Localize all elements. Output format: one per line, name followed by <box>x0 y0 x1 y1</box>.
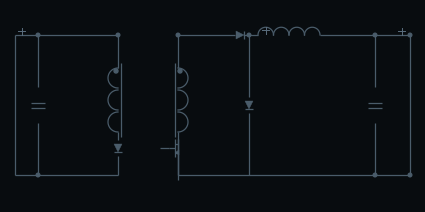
Circle shape <box>373 33 377 37</box>
Circle shape <box>36 33 40 37</box>
Circle shape <box>408 173 412 177</box>
Circle shape <box>178 69 182 73</box>
Polygon shape <box>175 150 179 155</box>
Polygon shape <box>114 144 122 152</box>
Circle shape <box>116 33 120 37</box>
Polygon shape <box>245 101 253 109</box>
Circle shape <box>247 33 251 37</box>
Polygon shape <box>236 31 244 39</box>
Circle shape <box>408 33 412 37</box>
Circle shape <box>36 173 40 177</box>
Circle shape <box>114 69 118 73</box>
Circle shape <box>373 173 377 177</box>
Circle shape <box>176 33 180 37</box>
